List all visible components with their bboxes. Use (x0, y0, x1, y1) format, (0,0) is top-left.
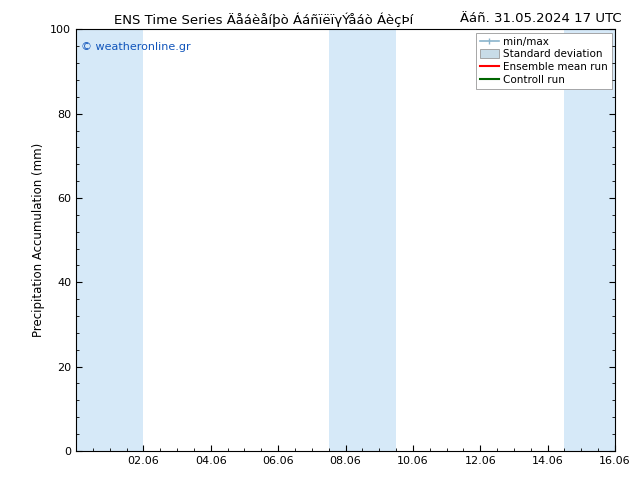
Bar (76, 29, 143, 451)
Legend: min/max, Standard deviation, Ensemble mean run, Controll run: min/max, Standard deviation, Ensemble me… (476, 32, 612, 89)
Bar (564, 29, 615, 451)
Text: Äáñ. 31.05.2024 17 UTC: Äáñ. 31.05.2024 17 UTC (460, 12, 621, 25)
Y-axis label: Precipitation Accumulation (mm): Precipitation Accumulation (mm) (32, 143, 44, 337)
Text: ENS Time Series Äåáèåíþò ÁáñïëïγÝåáò ÁèçÞí: ENS Time Series Äåáèåíþò ÁáñïëïγÝåáò Áèç… (114, 12, 413, 27)
Text: © weatheronline.gr: © weatheronline.gr (81, 42, 191, 52)
Bar (328, 29, 396, 451)
